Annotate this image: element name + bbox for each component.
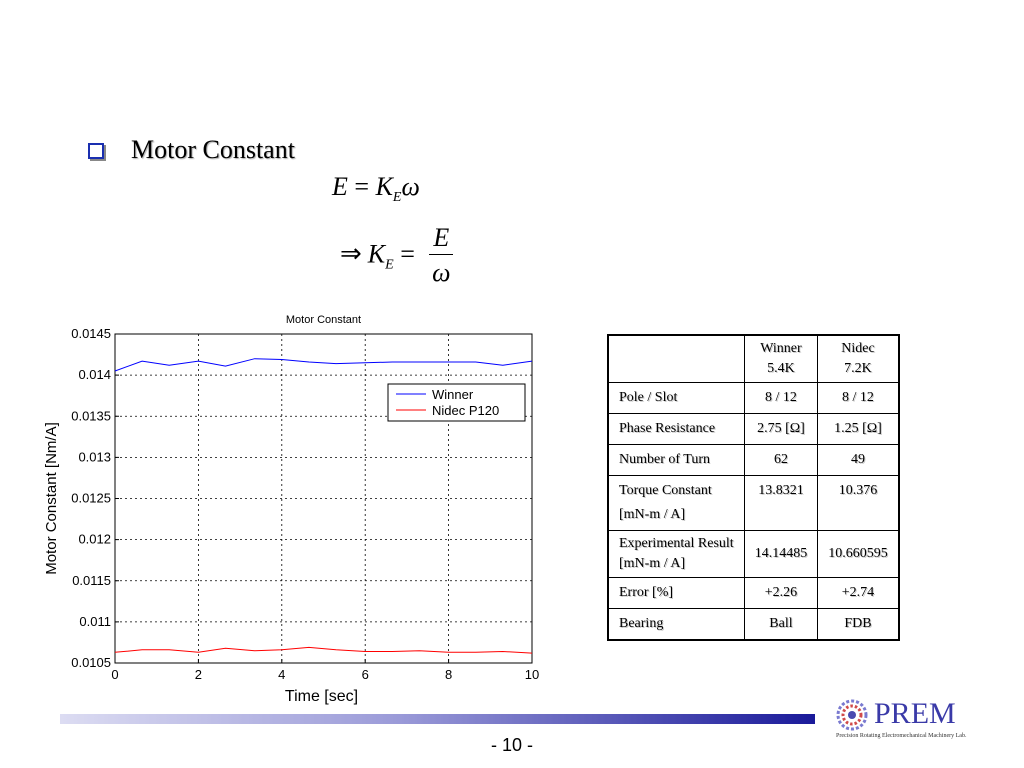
y-tick-label: 0.0135: [71, 408, 111, 423]
table-row: Torque Constant [mN-m / A] 13.8321 10.376: [607, 475, 900, 531]
table-cell: FDB: [817, 608, 900, 641]
logo-wordmark: PREM: [874, 697, 956, 730]
table-cell: 49: [817, 444, 900, 476]
implies-icon: ⇒: [340, 239, 362, 269]
x-tick-label: 0: [111, 667, 118, 682]
table-row-label: Torque Constant [mN-m / A]: [607, 475, 745, 531]
slide-heading: Motor Constant: [131, 135, 295, 164]
y-tick-label: 0.0105: [71, 655, 111, 670]
eq2-op: =: [400, 239, 415, 269]
table-cell: Ball: [743, 608, 819, 641]
series-line-nidec-p120: [114, 646, 533, 654]
table-header-row: Winner 5.4K Nidec 7.2K: [607, 334, 900, 383]
y-tick-label: 0.012: [78, 532, 111, 547]
table-row-label: Pole / Slot: [607, 382, 745, 414]
x-tick-label: 6: [362, 667, 369, 682]
y-tick-label: 0.011: [79, 614, 111, 629]
table-header-cell: [607, 334, 745, 383]
table-row-label: Phase Resistance: [607, 413, 745, 445]
y-tick-label: 0.014: [78, 367, 111, 382]
eq1-k: K: [375, 172, 393, 201]
fraction: E ω: [429, 222, 454, 291]
x-tick-label: 2: [195, 667, 202, 682]
table-row: Bearing Ball FDB: [607, 608, 900, 641]
gear-wheel-icon: [836, 699, 868, 731]
equation-back-emf: E = KEω: [332, 172, 420, 206]
eq2-k: K: [367, 239, 386, 269]
table-row: Experimental Result [mN-m / A] 14.14485 10.…: [607, 530, 900, 578]
y-tick-label: 0.0115: [72, 573, 111, 588]
table-cell: 13.8321: [743, 475, 819, 531]
page-number: - 10 -: [490, 735, 533, 755]
table-cell: 14.14485: [743, 530, 819, 578]
chart-title: Motor Constant: [286, 314, 361, 326]
table-cell: 1.25 [Ω]: [817, 413, 900, 445]
table-cell: 2.75 [Ω]: [743, 413, 819, 445]
table-row: Phase Resistance 2.75 [Ω] 1.25 [Ω]: [607, 413, 900, 445]
table-row-label: Error [%]: [607, 577, 745, 609]
equation-motor-constant: ⇒ KE = E ω: [340, 222, 454, 291]
table-cell: 8 / 12: [817, 382, 900, 414]
legend-label: Nidec P120: [432, 403, 499, 418]
table-row-label: Number of Turn: [607, 444, 745, 476]
table-cell: 62: [743, 444, 819, 476]
x-tick-label: 4: [278, 667, 285, 682]
eq1-k-sub: E: [392, 190, 402, 206]
logo-tagline: Precision Rotating Electromechanical Mac…: [836, 733, 967, 739]
plot-area: [115, 334, 532, 663]
eq1-op: =: [354, 172, 370, 201]
y-tick-label: 0.0145: [71, 326, 111, 341]
eq1-rhs: ω: [401, 172, 420, 201]
legend-box: [387, 383, 526, 422]
table-cell: 10.660595: [817, 530, 900, 578]
table-header-cell: Winner 5.4K: [743, 334, 819, 383]
x-axis-label: Time [sec]: [285, 688, 358, 705]
motor-comparison-table: Winner 5.4K Nidec 7.2K Pole / Slot 8 / 12 8 / …: [607, 334, 900, 641]
table-row-label: Bearing: [607, 608, 745, 641]
fraction-numerator: E: [429, 222, 454, 255]
fraction-denominator: ω: [432, 258, 451, 287]
eq2-k-sub: E: [385, 257, 394, 273]
y-axis-label: Motor Constant [Nm/A]: [43, 422, 60, 575]
prem-logo: PREM Precision Rotating Electromechanica…: [834, 697, 994, 747]
table-header-cell: Nidec 7.2K: [817, 334, 900, 383]
footer-gradient-bar: [60, 714, 815, 724]
x-tick-label: 8: [445, 667, 452, 682]
x-tick-label: 10: [525, 667, 539, 682]
motor-constant-chart: 0 2 4 6 8 10 0.0105 0.011 0.0115 0.012 0.0125 0.013…: [43, 314, 539, 705]
table-row: Number of Turn 62 49: [607, 444, 900, 476]
table-cell: +2.74: [817, 577, 900, 609]
table-cell: +2.26: [743, 577, 819, 609]
table-cell: 8 / 12: [743, 382, 819, 414]
y-tick-label: 0.0125: [71, 491, 111, 506]
bullet-icon: [88, 143, 104, 159]
table-row: Error [%] +2.26 +2.74: [607, 577, 900, 609]
table-cell: 10.376: [817, 475, 900, 531]
table-row-label: Experimental Result [mN-m / A]: [607, 530, 745, 578]
series-line-winner: [114, 358, 533, 372]
y-tick-label: 0.013: [78, 449, 111, 464]
eq1-lhs: E: [332, 172, 348, 201]
legend-label: Winner: [432, 387, 474, 402]
table-row: Pole / Slot 8 / 12 8 / 12: [607, 382, 900, 414]
